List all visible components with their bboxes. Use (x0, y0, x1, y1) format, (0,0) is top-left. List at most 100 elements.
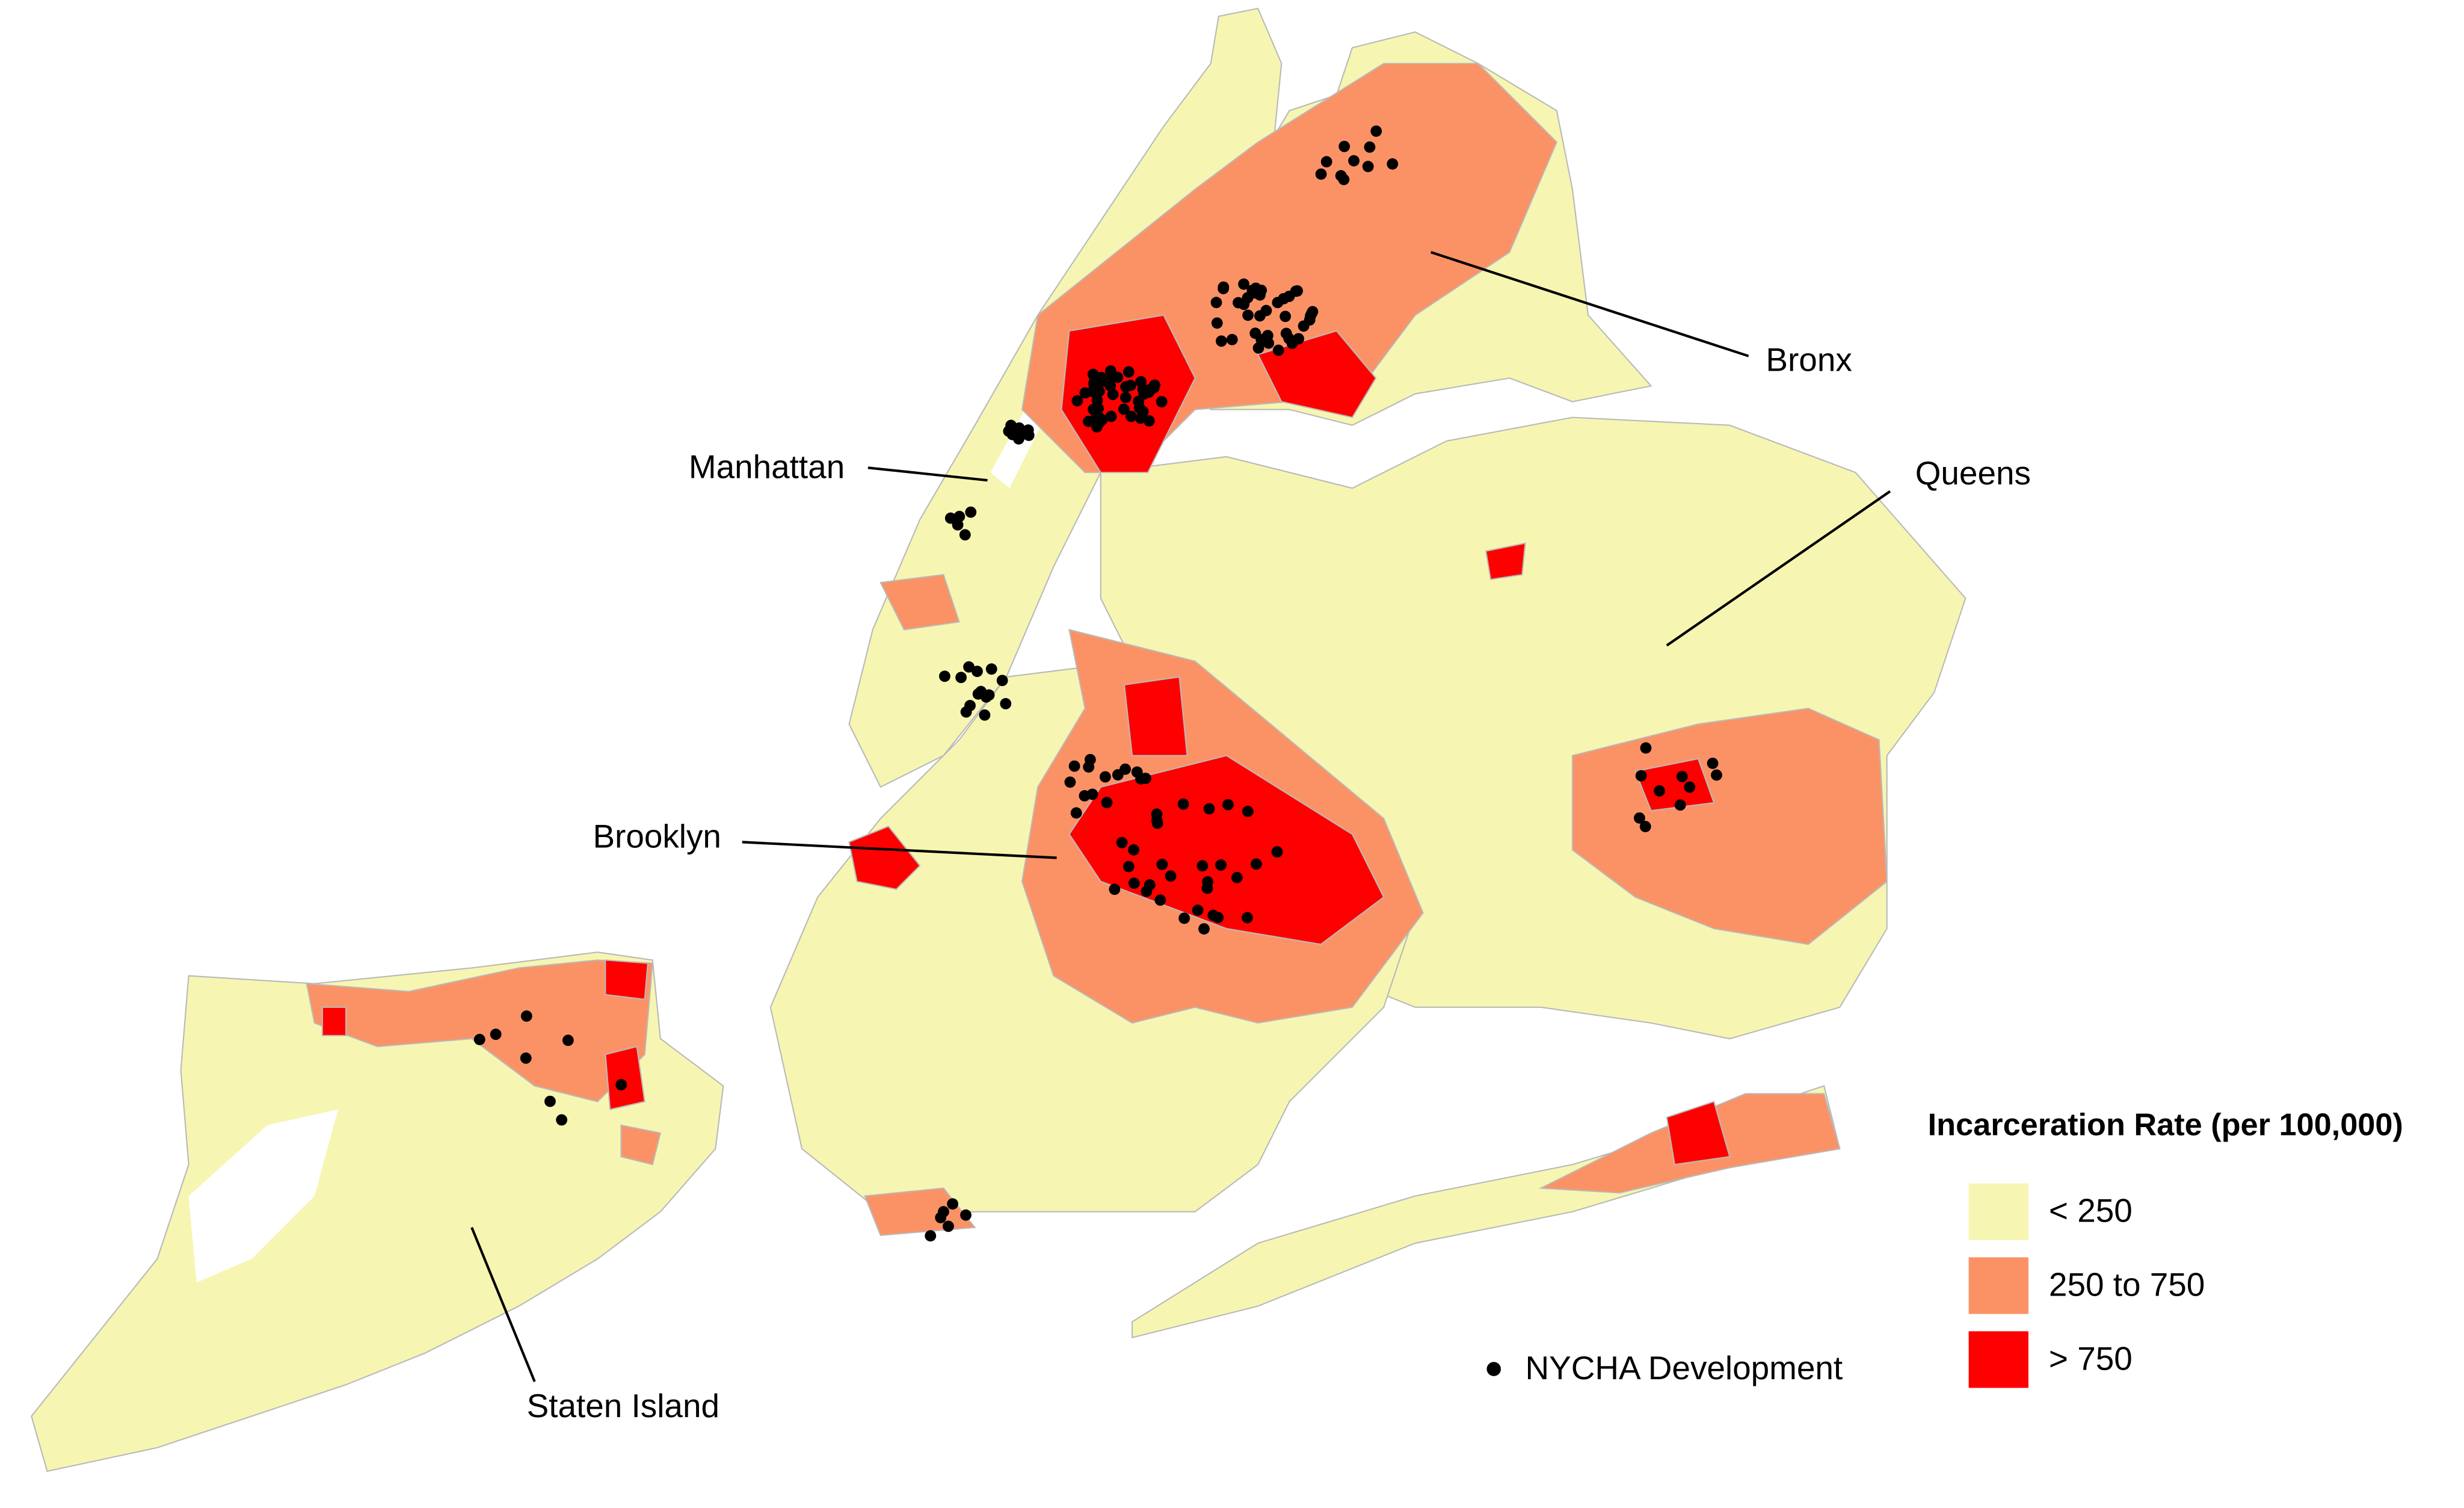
nycha-dot (1070, 807, 1082, 819)
nycha-dot (1218, 283, 1229, 294)
area-patch (848, 825, 921, 890)
nycha-dot (1210, 297, 1222, 309)
area-patch (1068, 755, 1385, 945)
leader-line (1431, 251, 1749, 357)
nycha-dot (544, 1095, 556, 1107)
nycha-dot (1272, 344, 1284, 356)
nycha-dot (1126, 410, 1137, 422)
nycha-dot (1370, 125, 1382, 137)
nycha-dot (965, 506, 977, 518)
nycha-dot (1251, 858, 1262, 870)
nycha-dot (1151, 814, 1163, 826)
nycha-dot (1000, 697, 1012, 709)
nycha-dot (562, 1034, 574, 1046)
water (188, 1109, 338, 1283)
area-patch (1485, 542, 1526, 581)
nycha-dot (1203, 803, 1215, 815)
nycha-dot (1154, 894, 1166, 906)
nycha-dot (1116, 836, 1128, 848)
nycha-dot (1280, 311, 1292, 323)
nycha-dot (1144, 879, 1156, 891)
nycha-dot (1087, 368, 1099, 380)
nycha-dot (1137, 406, 1149, 418)
nycha-dot (996, 675, 1008, 687)
nycha-dot (1711, 769, 1722, 781)
nycha-dot (1222, 799, 1234, 811)
area-patch (1634, 758, 1715, 812)
nycha-dot (1005, 419, 1017, 431)
nycha-dot (963, 661, 975, 673)
nycha-dot (1261, 330, 1274, 342)
area-patch (620, 1124, 662, 1166)
nycha-dot (1143, 415, 1155, 427)
borough-label: Bronx (1766, 341, 1852, 379)
nycha-dot (1104, 365, 1116, 377)
nycha-dot (944, 512, 956, 524)
legend-point (1486, 1362, 1501, 1376)
nycha-dot (925, 1230, 937, 1242)
nycha-dot (1364, 141, 1376, 153)
nycha-dot (1128, 877, 1140, 889)
nycha-dot (1307, 306, 1319, 318)
legend-label: < 250 (2049, 1192, 2133, 1229)
nycha-dot (1165, 870, 1177, 882)
nycha-dot (1283, 333, 1295, 345)
legend-swatch (1968, 1331, 2028, 1388)
nycha-dot (1215, 335, 1227, 347)
nycha-dot (1242, 309, 1254, 321)
legend-swatch (1968, 1257, 2028, 1314)
nycha-dot (1635, 770, 1647, 782)
nycha-dot (1192, 904, 1204, 916)
nycha-dot (1226, 333, 1238, 345)
nycha-dot (1071, 395, 1083, 407)
nycha-dot (1015, 430, 1027, 441)
nycha-dot (972, 688, 984, 700)
nycha-dot (1271, 846, 1283, 858)
nycha-dot (959, 529, 971, 541)
nycha-dot (1079, 790, 1091, 802)
nycha-dot (955, 672, 967, 684)
nycha-dot (1338, 173, 1350, 185)
nycha-dot (1096, 414, 1108, 425)
nycha-dot (1091, 394, 1103, 406)
nycha-dot (520, 1010, 532, 1022)
leader-line (470, 1226, 536, 1382)
nycha-dot (1198, 923, 1210, 935)
nycha-dot (1123, 861, 1135, 873)
nycha-dot (964, 700, 976, 711)
nycha-dot (1260, 304, 1272, 317)
nycha-dot (1156, 396, 1168, 407)
nycha-dot (1131, 766, 1143, 778)
nycha-dot (556, 1114, 568, 1126)
legend: Incarceration Rate (per 100,000) NYCHA D… (1486, 1107, 2403, 1388)
nycha-developments (473, 125, 1722, 1242)
nycha-dot (1064, 776, 1076, 788)
nycha-dot (1238, 278, 1249, 290)
nycha-dot (947, 1198, 958, 1210)
area-patch (1571, 708, 1888, 945)
nycha-dot (1362, 161, 1374, 173)
nycha-dot (939, 670, 950, 682)
nycha-dot (1315, 168, 1327, 180)
nycha-dot (1178, 912, 1190, 924)
nycha-dot (938, 1206, 949, 1218)
nycha-dot (1104, 380, 1116, 392)
nycha-dot (1197, 860, 1209, 872)
nycha-dot (1101, 797, 1113, 809)
nycha-dot (1283, 291, 1295, 302)
legend-label: 250 to 750 (2049, 1266, 2205, 1303)
area-patch (879, 573, 960, 631)
leader-line (867, 466, 988, 482)
nycha-dot (1109, 883, 1121, 895)
nycha-dot (473, 1034, 485, 1045)
area-patch (605, 959, 649, 1000)
area-patch (321, 1006, 347, 1036)
nycha-dot (1241, 912, 1253, 924)
nycha-dot (1006, 428, 1018, 440)
nycha-dot (972, 666, 983, 678)
nycha-dot (1293, 333, 1305, 345)
nycha-dot (1231, 871, 1243, 883)
borough-label: Staten Island (527, 1387, 719, 1424)
nycha-dot (1707, 758, 1719, 769)
nycha-dot (943, 1220, 954, 1232)
